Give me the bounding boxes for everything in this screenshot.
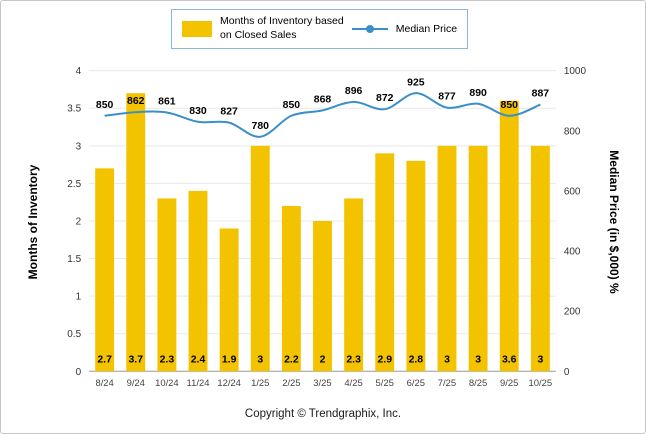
left-axis-title: Months of Inventory [26,164,40,280]
x-tick-label: 6/25 [407,378,425,389]
line-value-label: 872 [376,93,394,104]
left-tick-label: 2.5 [67,179,81,190]
line-value-label: 850 [501,100,519,111]
left-tick-label: 3 [76,141,82,152]
x-tick-label: 10/24 [155,378,179,389]
x-tick-label: 9/24 [127,378,145,389]
bar-legend-label: Months of Inventory based on Closed Sale… [220,15,344,42]
x-tick-label: 10/25 [529,378,553,389]
left-tick-label: 1.5 [67,254,81,265]
left-tick-label: 0.5 [67,329,81,340]
right-tick-label: 200 [564,307,581,318]
bar-value-label: 3.7 [129,354,144,365]
bar-legend-label-line2: on Closed Sales [220,29,297,41]
copyright-text: Copyright © Trendgraphix, Inc. [244,408,402,420]
inventory-bar [313,220,332,372]
inventory-bar [281,205,301,372]
bar-value-label: 3 [537,354,543,365]
inventory-bar [375,153,395,372]
left-tick-label: 0 [76,367,82,378]
x-tick-label: 8/24 [95,378,113,389]
line-value-label: 877 [438,92,456,103]
inventory-bar [126,93,146,372]
bar-legend-label-line1: Months of Inventory based [220,15,344,28]
line-value-label: 827 [220,107,238,118]
right-tick-label: 0 [564,367,570,378]
line-value-label: 850 [283,100,301,111]
bar-value-label: 3 [444,354,450,365]
bar-value-label: 2.4 [191,354,206,365]
right-tick-label: 1000 [564,66,587,77]
left-tick-label: 4 [76,66,82,77]
line-legend-marker [351,25,388,33]
line-value-label: 850 [96,100,114,111]
bar-value-label: 2.3 [346,354,361,365]
line-value-label: 890 [469,88,487,99]
inventory-bar [468,145,488,372]
x-tick-label: 8/25 [469,378,487,389]
right-tick-label: 800 [564,126,581,137]
x-tick-label: 9/25 [500,378,518,389]
x-tick-label: 4/25 [344,378,362,389]
line-value-label: 925 [407,77,425,88]
inventory-bar [437,145,457,372]
line-value-label: 780 [252,121,270,132]
x-tick-label: 5/25 [376,378,394,389]
x-tick-label: 1/25 [251,378,269,389]
inventory-bar [188,190,208,372]
line-value-label: 861 [158,96,176,107]
inventory-bar [344,198,364,372]
inventory-bar [157,198,177,372]
line-value-label: 887 [532,89,550,100]
line-value-label: 868 [314,94,332,105]
x-tick-label: 7/25 [438,378,456,389]
inventory-bar [530,145,550,372]
left-tick-label: 1 [76,292,82,303]
bar-value-label: 2 [320,354,326,365]
x-tick-label: 2/25 [282,378,300,389]
legend: Months of Inventory based on Closed Sale… [171,9,469,49]
inventory-bar [499,100,519,372]
inventory-bar [219,228,239,372]
inventory-bar [95,168,115,372]
x-tick-label: 11/24 [187,378,210,389]
line-value-label: 862 [127,96,145,107]
bar-value-label: 2.9 [377,354,392,365]
left-tick-label: 2 [76,216,82,227]
right-axis-title: Median Price (in $,000) % [607,150,621,294]
bar-value-label: 3 [475,354,481,365]
line-legend-label: Median Price [395,23,458,35]
bar-value-label: 1.9 [222,354,237,365]
line-legend-dot-icon [365,25,374,33]
bar-value-label: 2.8 [409,354,424,365]
x-tick-label: 12/24 [217,378,241,389]
inventory-bar [250,145,270,372]
inventory-bar [406,160,426,372]
bar-value-label: 2.2 [284,354,299,365]
line-value-label: 830 [189,106,207,117]
bar-legend-swatch [182,21,212,37]
bar-value-label: 2.3 [160,354,175,365]
left-tick-label: 3.5 [67,104,81,115]
right-tick-label: 600 [564,186,581,197]
x-tick-label: 3/25 [313,378,331,389]
line-value-label: 896 [345,86,363,97]
right-tick-label: 400 [564,247,581,258]
median-price-line [104,92,541,138]
bar-value-label: 3 [257,354,263,365]
bar-value-label: 3.6 [502,354,517,365]
bar-value-label: 2.7 [97,354,112,365]
